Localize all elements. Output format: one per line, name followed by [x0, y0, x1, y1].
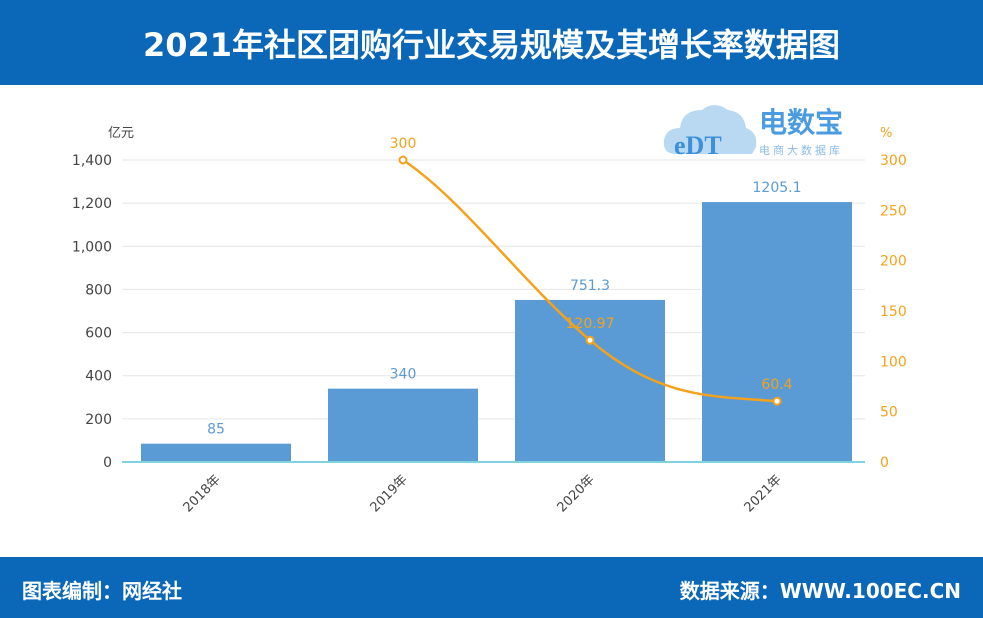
x-tick-label: 2018年 — [181, 472, 224, 515]
right-tick-label: 150 — [880, 304, 907, 320]
line-point — [772, 396, 782, 406]
bar-data-label: 85 — [207, 422, 225, 438]
line-data-label: 300 — [390, 136, 417, 152]
logo-mark: eDT — [674, 131, 722, 160]
footer-credit: 图表编制：网经社 — [22, 579, 182, 603]
logo-text: 电数宝 — [759, 106, 843, 139]
line-data-label: 120.97 — [566, 316, 615, 332]
right-tick-label: 50 — [880, 405, 898, 421]
bar — [328, 388, 478, 462]
left-tick-label: 200 — [85, 412, 112, 428]
right-tick-label: 100 — [880, 354, 907, 370]
line-point — [585, 335, 595, 345]
chart-title: 2021年社区团购行业交易规模及其增长率数据图 — [0, 0, 983, 85]
logo: eDT 电数宝 电商大数据库 — [662, 92, 862, 167]
left-tick-label: 0 — [103, 455, 112, 471]
bar — [702, 202, 852, 462]
left-tick-label: 1,200 — [72, 196, 112, 212]
left-tick-label: 800 — [85, 282, 112, 298]
footer-source: 数据来源：WWW.100EC.CN — [679, 579, 961, 603]
bar-data-label: 340 — [390, 367, 417, 383]
right-tick-label: 200 — [880, 254, 907, 270]
x-tick-label: 2021年 — [742, 472, 785, 515]
chart: 0 200 400 600 800 1,000 1,200 1,400 0 50 100 150 200… — [72, 126, 907, 515]
left-tick-label: 400 — [85, 369, 112, 385]
logo-sub: 电商大数据库 — [759, 143, 843, 157]
line-point — [398, 155, 408, 165]
x-tick-label: 2020年 — [555, 472, 598, 515]
x-tick-label: 2019年 — [368, 472, 411, 515]
bar-data-label: 1205.1 — [753, 180, 802, 196]
left-axis-label: 亿元 — [108, 126, 134, 141]
left-tick-label: 600 — [85, 326, 112, 342]
right-tick-label: 250 — [880, 203, 907, 219]
bar — [141, 443, 291, 462]
bar-data-label: 751.3 — [570, 278, 610, 294]
right-axis-label: % — [880, 126, 892, 141]
right-tick-label: 300 — [880, 153, 907, 169]
left-tick-label: 1,000 — [72, 239, 112, 255]
footer: 图表编制：网经社 数据来源：WWW.100EC.CN — [0, 557, 983, 618]
right-tick-label: 0 — [880, 455, 889, 471]
left-tick-label: 1,400 — [72, 153, 112, 169]
line-data-label: 60.4 — [761, 377, 792, 393]
bar — [515, 299, 665, 462]
